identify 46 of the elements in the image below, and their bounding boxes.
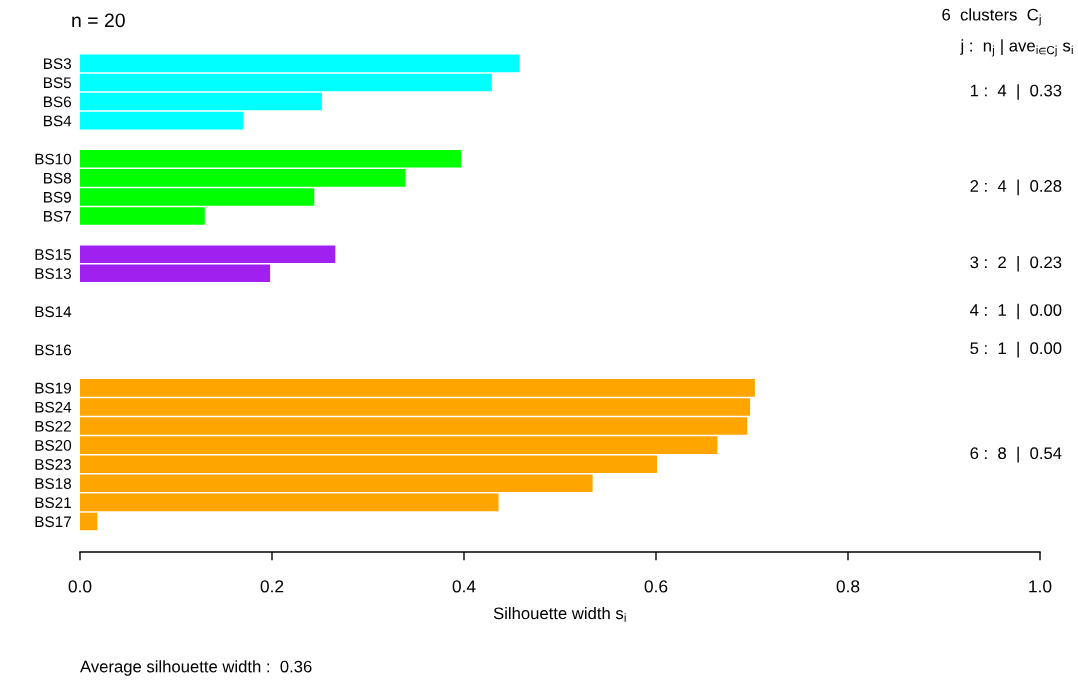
annotation: 5 : 1 | 0.00	[970, 341, 1062, 358]
annotation: j : n$_{j}$ | ave$_{i∈Cj}$ s$_{i}$	[960, 39, 1073, 57]
x-tick-label: 0.6	[644, 580, 668, 593]
y-tick-label: BS19	[35, 382, 71, 394]
y-tick-label: BS21	[35, 497, 71, 509]
y-tick-label: BS16	[35, 344, 71, 356]
annotation: 3 : 2 | 0.23	[970, 255, 1062, 272]
y-tick-label: BS5	[44, 77, 72, 89]
x-tick-label: 0.8	[836, 580, 860, 593]
bar	[80, 54, 520, 73]
y-tick-label: BS8	[44, 172, 71, 184]
y-tick-label: BS22	[35, 420, 71, 432]
x-axis-title: Silhouette width s$_{i}$	[493, 606, 626, 622]
bar	[80, 474, 593, 493]
annotation: 2 : 4 | 0.28	[970, 179, 1062, 196]
y-tick-label: BS20	[35, 439, 72, 451]
y-tick-label: BS24	[35, 401, 72, 413]
annotation: 4 : 1 | 0.00	[970, 303, 1062, 320]
y-tick-label: BS15	[35, 249, 72, 260]
y-tick-label: BS6	[44, 96, 71, 108]
y-tick-label: BS17	[35, 516, 71, 528]
y-tick-label: BS3	[44, 58, 71, 70]
bar	[80, 92, 322, 111]
bar	[80, 245, 336, 264]
bar	[80, 493, 499, 512]
bar	[80, 111, 244, 130]
y-tick-label: BS4	[44, 115, 72, 127]
y-tick-label: BS7	[44, 210, 71, 222]
y-tick-label: BS14	[35, 306, 72, 318]
x-tick-label: 0.2	[260, 580, 284, 593]
text: 6 clusters C$_{j}$	[942, 8, 1041, 26]
x-tick-label: 1.0	[1029, 580, 1052, 593]
bar	[80, 73, 492, 92]
bar	[80, 264, 271, 283]
annotation: 6 : 8 | 0.54	[970, 446, 1062, 463]
y-tick-label: BS18	[35, 478, 71, 489]
y-tick-label: BS10	[35, 153, 72, 165]
y-tick-label: BS23	[35, 459, 71, 470]
x-tick-label: 0.4	[452, 580, 476, 593]
y-tick-label: BS13	[35, 268, 71, 280]
text: n = 20	[72, 13, 125, 28]
annotation: 1 : 4 | 0.33	[970, 84, 1062, 100]
text: Average silhouette width : 0.36	[80, 660, 312, 676]
bar	[80, 512, 98, 531]
x-tick-label: 0.0	[68, 580, 92, 593]
y-tick-label: BS9	[44, 191, 71, 203]
